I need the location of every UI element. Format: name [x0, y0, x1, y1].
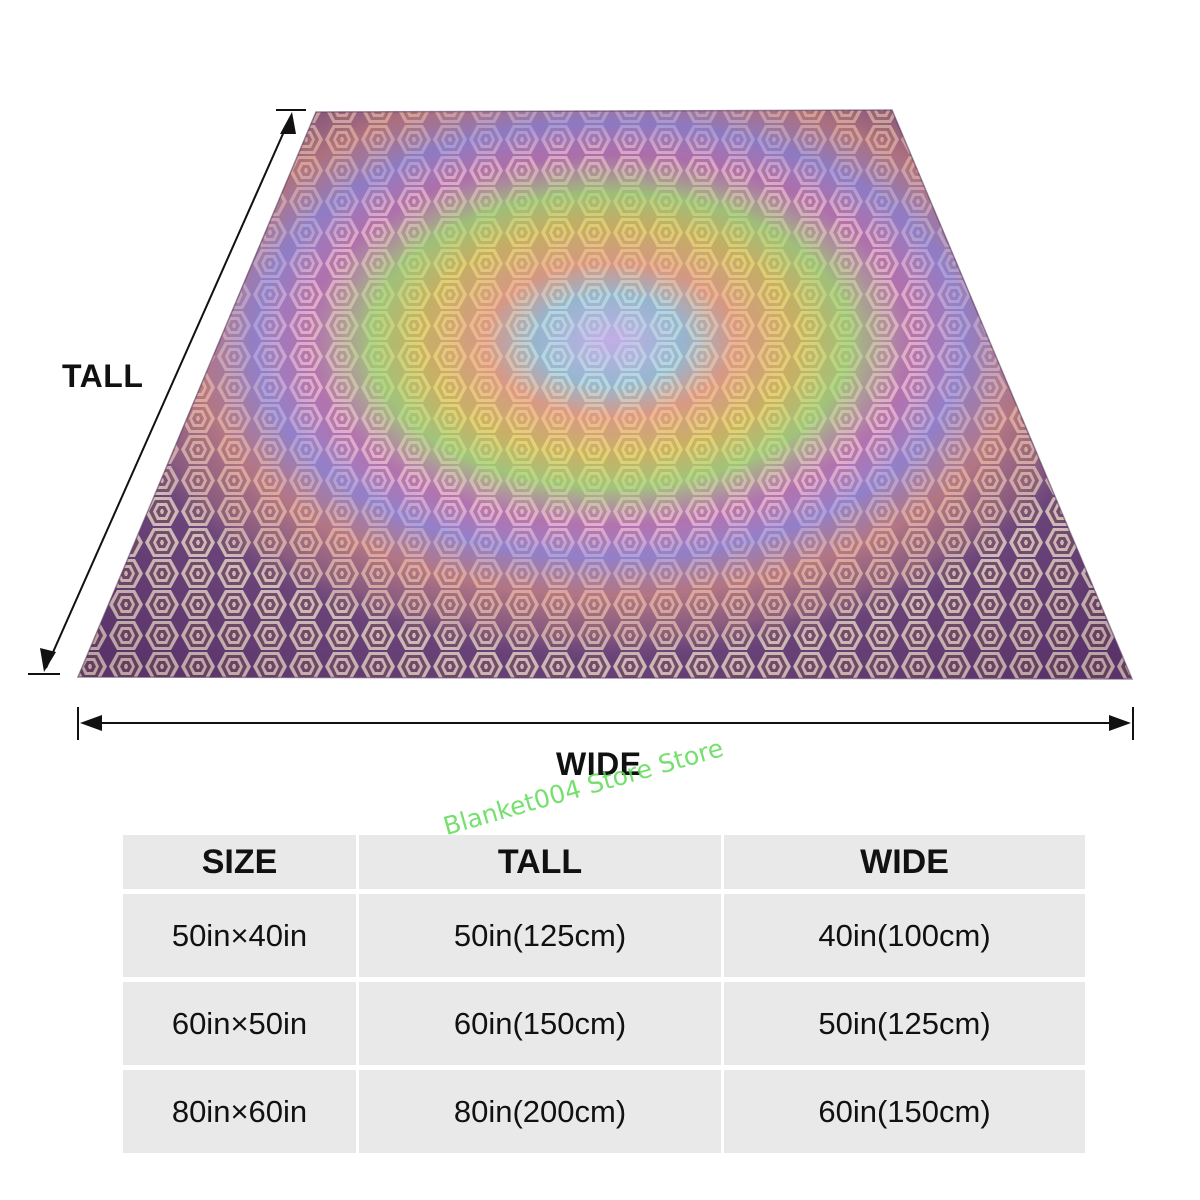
header-tall: TALL: [359, 835, 721, 889]
cell-tall: 60in(150cm): [359, 982, 721, 1065]
header-wide: WIDE: [724, 835, 1085, 889]
cell-wide: 50in(125cm): [724, 982, 1085, 1065]
tall-dimension-label: TALL: [62, 358, 144, 394]
wide-dimension-label: WIDE: [556, 746, 642, 782]
cell-tall: 80in(200cm): [359, 1070, 721, 1153]
size-table: SIZE TALL WIDE 50in×40in 50in(125cm) 40i…: [120, 830, 1088, 1158]
header-size: SIZE: [123, 835, 356, 889]
cell-tall: 50in(125cm): [359, 894, 721, 977]
cell-wide: 60in(150cm): [724, 1070, 1085, 1153]
double-arrow-horizontal-icon: [77, 707, 1134, 740]
table-row: 50in×40in 50in(125cm) 40in(100cm): [123, 894, 1085, 977]
cell-size: 50in×40in: [123, 894, 356, 977]
table-row: 60in×50in 60in(150cm) 50in(125cm): [123, 982, 1085, 1065]
blanket-pattern: [78, 110, 1132, 679]
cell-size: 60in×50in: [123, 982, 356, 1065]
table-row: 80in×60in 80in(200cm) 60in(150cm): [123, 1070, 1085, 1153]
blanket-illustration: [28, 109, 1134, 740]
cell-wide: 40in(100cm): [724, 894, 1085, 977]
cell-size: 80in×60in: [123, 1070, 356, 1153]
table-header-row: SIZE TALL WIDE: [123, 835, 1085, 889]
double-arrow-diagonal-icon: [28, 109, 306, 675]
